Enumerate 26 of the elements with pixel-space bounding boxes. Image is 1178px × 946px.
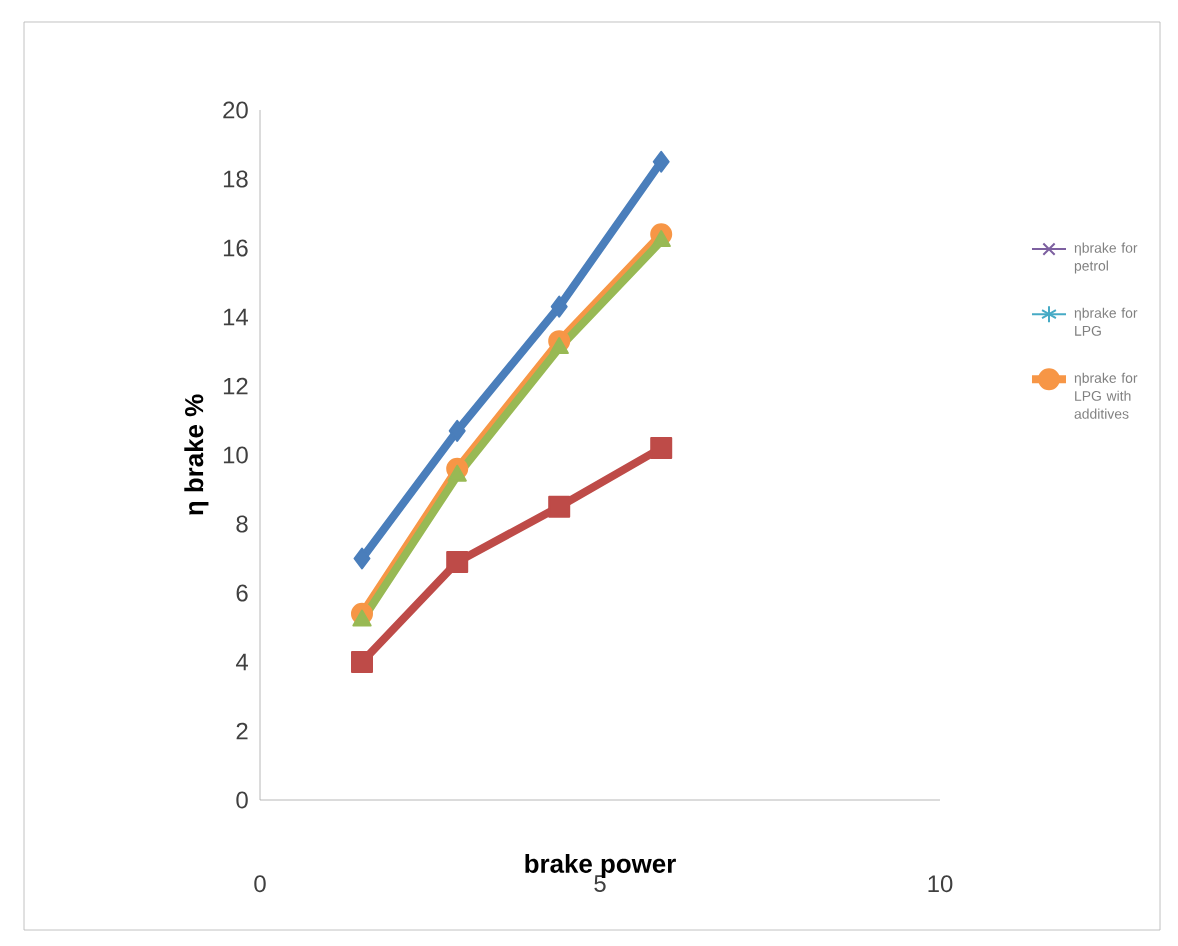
point	[352, 609, 372, 627]
point	[548, 495, 571, 518]
point	[652, 150, 670, 173]
point	[549, 337, 569, 355]
point	[651, 230, 671, 248]
y-tick-label: 20	[223, 101, 248, 119]
y-tick-label: 14	[223, 308, 248, 326]
point	[447, 464, 467, 482]
y-tick-label: 6	[236, 584, 248, 602]
y-tick-label: 0	[236, 791, 248, 809]
point	[448, 419, 466, 442]
y-tick-label: 10	[223, 446, 248, 464]
y-axis-title: η brake %	[184, 394, 209, 515]
y-tick-label: 8	[236, 515, 248, 533]
point	[446, 550, 469, 573]
y-tick-label: 12	[223, 377, 248, 395]
y-tick-label: 2	[236, 722, 248, 740]
point	[351, 651, 373, 673]
point	[650, 437, 673, 460]
y-tick-label: 16	[223, 239, 248, 257]
point	[353, 547, 371, 570]
point	[550, 295, 568, 318]
x-tick-label: 0	[254, 875, 266, 893]
x-tick-label: 10	[928, 875, 953, 893]
y-tick-label: 18	[223, 170, 248, 188]
y-tick-label: 4	[235, 653, 249, 671]
